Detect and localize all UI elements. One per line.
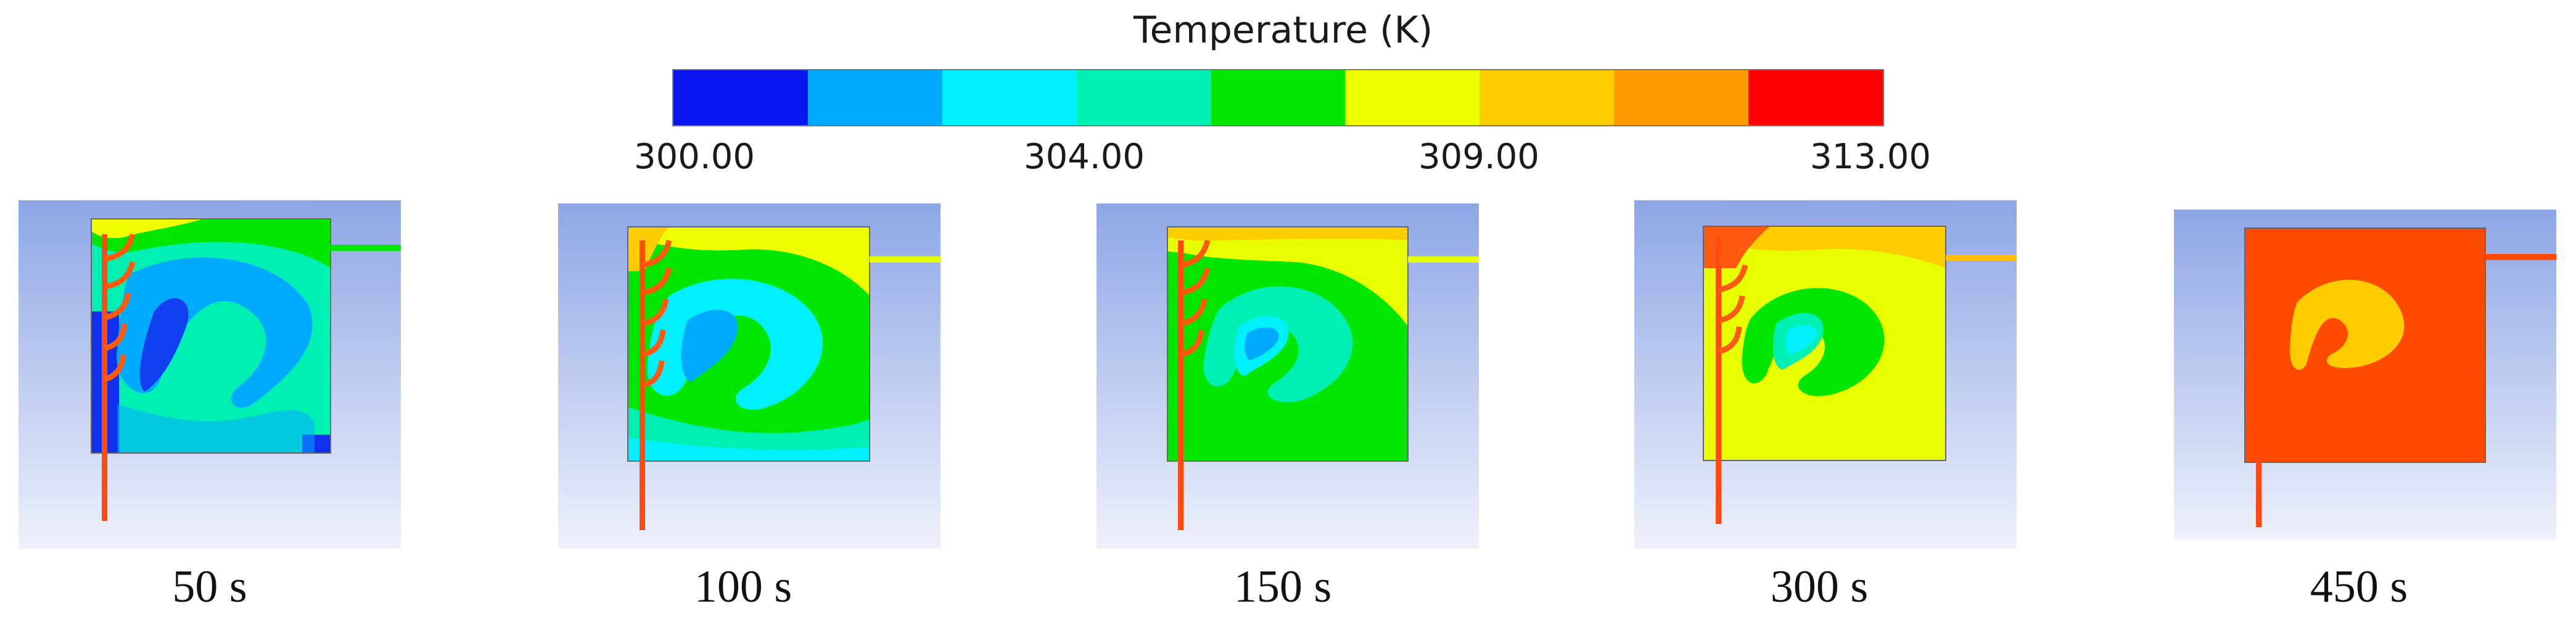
color-bar-swatch-7 [1479,70,1615,125]
time-label-450s: 450 s [2310,562,2408,612]
legend-title: Temperature (K) [1134,9,1433,52]
time-label-150s: 150 s [1233,562,1332,612]
color-bar-swatch-5 [1211,70,1346,125]
time-label-50s: 50 s [172,562,247,612]
color-bar-swatch-4 [1076,70,1211,125]
color-bar-swatch-8 [1614,70,1749,125]
contour-panel-300s [1634,200,2017,549]
color-bar-swatch-2 [807,70,942,125]
color-bar-swatch-3 [942,70,1077,125]
colorbar-tick-label: 309.00 [1418,137,1539,177]
contour-panel-50s [19,200,401,549]
colorbar-tick-label: 313.00 [1810,137,1931,177]
color-bar-swatch-9 [1748,70,1883,125]
contour-panel-100s [558,203,940,549]
color-bar-swatch-6 [1345,70,1480,125]
contour-panel-450s [2174,210,2556,539]
color-bar-swatch-1 [673,70,808,125]
color-bar [672,69,1884,126]
colorbar-tick-label: 304.00 [1024,137,1145,177]
colorbar-tick-label: 300.00 [634,137,755,177]
time-label-100s: 100 s [694,562,792,612]
contour-panel-150s [1097,203,1479,549]
time-label-300s: 300 s [1770,562,1869,612]
